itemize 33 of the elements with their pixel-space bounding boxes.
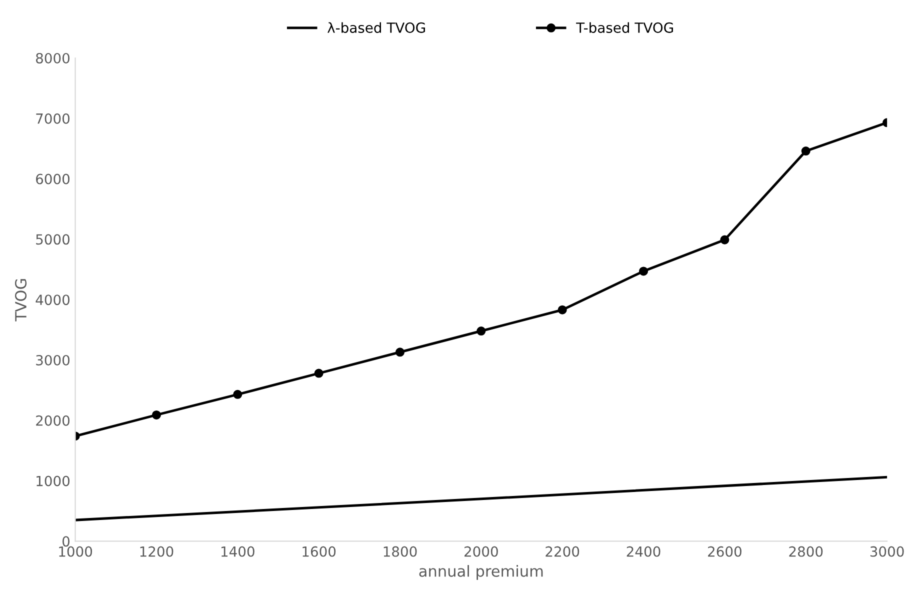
point [720, 235, 730, 244]
y-tick-label: 7000 [36, 113, 70, 124]
y-axis-title: TVOG [15, 279, 27, 322]
y-tick-label: 6000 [36, 174, 70, 184]
legend-label: λ-based TVOG [328, 22, 425, 33]
y-tick-label: 3000 [36, 354, 70, 366]
y-tick-label: 5000 [36, 234, 70, 245]
point [395, 348, 404, 357]
x-tick-label: 2000 [464, 546, 498, 557]
x-tick-label: 1600 [302, 546, 336, 557]
y-tick-label: 4000 [36, 294, 70, 306]
x-tick-label: 2400 [626, 546, 660, 557]
x-tick-label: 1200 [140, 546, 174, 557]
y-tick-label: 2000 [36, 415, 70, 426]
point [639, 266, 648, 276]
point [233, 390, 242, 399]
point [801, 146, 810, 156]
x-tick-label: 2200 [546, 546, 580, 557]
legend-label: T-based TVOG [576, 22, 673, 33]
x-axis-title: annual premium [419, 565, 543, 580]
x-tick-label: 1400 [221, 546, 254, 557]
x-tick-label: 2800 [789, 546, 823, 557]
x-tick-label: 1800 [384, 546, 417, 557]
y-tick-label: 1000 [36, 476, 70, 486]
point [152, 410, 161, 420]
x-tick-label: 3000 [870, 546, 904, 557]
x-tick-label: 1000 [59, 546, 92, 557]
y-tick-label: 8000 [36, 52, 70, 64]
point [314, 368, 324, 378]
x-tick-label: 2600 [708, 546, 742, 557]
point [476, 326, 486, 336]
point [558, 305, 567, 314]
y-tick-label: 0 [62, 536, 70, 547]
